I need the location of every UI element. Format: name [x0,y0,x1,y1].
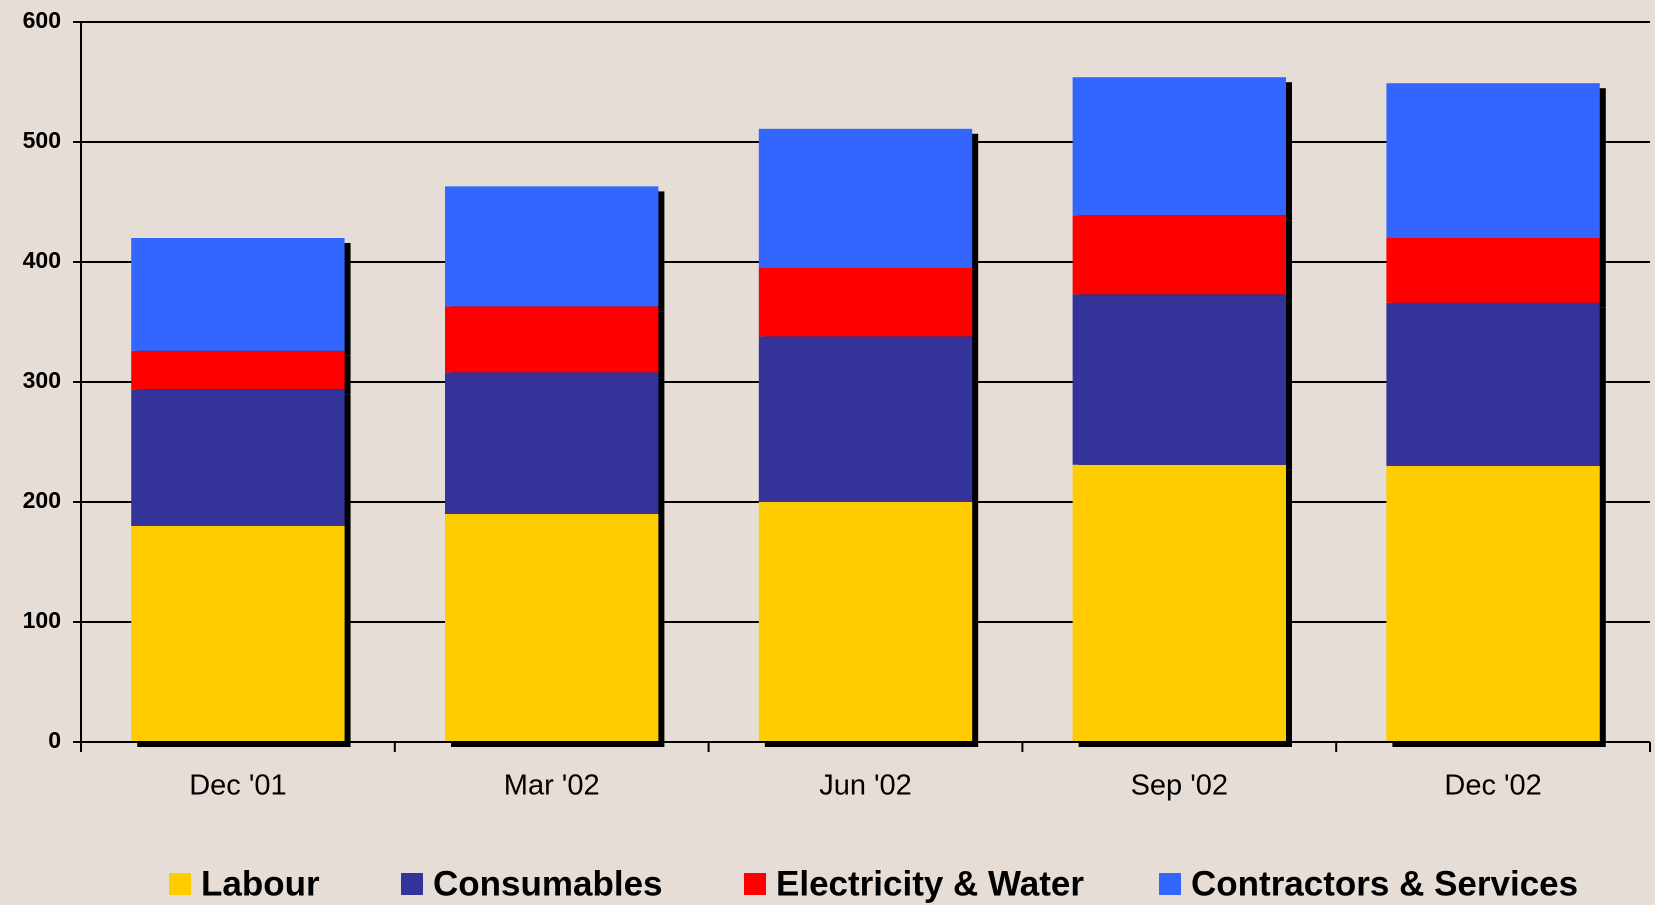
bar-segment [758,268,973,337]
bar-segment [1072,77,1286,216]
bar-segment [445,372,659,514]
bar-segment [131,389,345,526]
x-tick-label: Sep '02 [1131,770,1228,802]
x-tick-label: Dec '01 [189,770,286,802]
y-tick-label: 300 [23,367,61,393]
legend-swatch [401,873,423,895]
bar-segment [131,526,345,742]
bar-segment [1072,464,1286,742]
legend-swatch [1159,873,1181,895]
bar-segment [131,238,345,351]
x-tick-label: Mar '02 [504,770,600,802]
y-tick-label: 100 [23,607,61,633]
legend-swatch [744,873,766,895]
bar-segment [131,350,345,390]
bar-segment [1386,466,1600,742]
y-tick-label: 200 [23,487,61,513]
bar-segment [1386,83,1600,238]
legend-swatch [169,873,191,895]
bar-segment [758,128,973,268]
x-tick-label: Jun '02 [819,770,912,802]
y-tick-label: 500 [23,127,61,153]
x-tick-label: Dec '02 [1444,770,1541,802]
legend-label: Electricity & Water [776,864,1084,903]
bar-segment [1386,302,1600,466]
bar-segment [445,306,659,373]
bar-segment [758,336,973,502]
bar-segment [445,514,659,742]
bar-segment [1386,238,1600,303]
y-tick-label: 600 [23,7,61,33]
bar-segment [1072,294,1286,465]
bar-segment [445,186,659,307]
y-tick-label: 0 [48,727,61,753]
y-tick-label: 400 [23,247,61,273]
legend-label: Contractors & Services [1191,864,1578,903]
legend-label: Labour [201,864,320,903]
bar-segment [758,502,973,742]
legend-label: Consumables [433,864,663,903]
bar-segment [1072,215,1286,295]
